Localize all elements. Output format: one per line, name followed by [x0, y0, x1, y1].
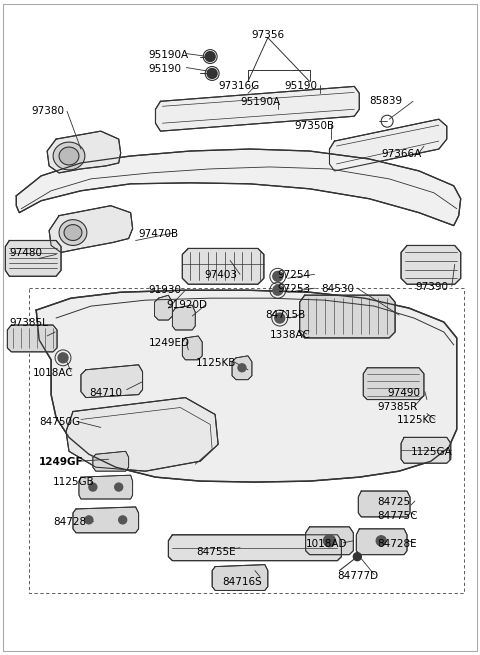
Polygon shape	[53, 142, 85, 170]
Text: 84777D: 84777D	[337, 571, 379, 580]
Polygon shape	[306, 527, 353, 555]
Polygon shape	[155, 295, 172, 320]
Text: 97366A: 97366A	[381, 149, 421, 159]
Text: 97316G: 97316G	[218, 81, 259, 92]
Polygon shape	[59, 147, 79, 165]
Polygon shape	[81, 365, 143, 398]
Text: 91930: 91930	[148, 285, 181, 295]
Text: 97385R: 97385R	[377, 402, 418, 411]
Text: 97390: 97390	[415, 282, 448, 292]
Polygon shape	[49, 206, 132, 252]
Text: 1125GB: 1125GB	[53, 477, 95, 487]
Polygon shape	[36, 290, 457, 482]
Text: 84775C: 84775C	[377, 511, 418, 521]
Circle shape	[89, 483, 97, 491]
Circle shape	[205, 52, 215, 62]
Text: 85839: 85839	[369, 96, 402, 106]
Text: 1125KB: 1125KB	[196, 358, 237, 368]
Polygon shape	[358, 491, 410, 517]
Text: 97490: 97490	[387, 388, 420, 398]
Circle shape	[207, 69, 217, 79]
Circle shape	[115, 483, 123, 491]
Text: 1018AC: 1018AC	[33, 367, 74, 378]
Polygon shape	[232, 356, 252, 380]
Polygon shape	[363, 367, 424, 400]
Polygon shape	[172, 305, 195, 330]
Polygon shape	[79, 475, 132, 499]
Text: 84750G: 84750G	[39, 417, 80, 428]
Polygon shape	[64, 225, 82, 240]
Text: 95190A: 95190A	[148, 50, 189, 60]
Text: 97480: 97480	[9, 248, 42, 259]
Text: 1249GF: 1249GF	[39, 457, 84, 467]
Polygon shape	[168, 534, 341, 561]
Text: 97385L: 97385L	[9, 318, 48, 328]
Circle shape	[238, 364, 246, 372]
Polygon shape	[93, 451, 129, 471]
Text: 84530: 84530	[322, 284, 355, 294]
Circle shape	[353, 553, 361, 561]
Text: 84715B: 84715B	[265, 310, 305, 320]
Polygon shape	[182, 336, 202, 360]
Text: 84725: 84725	[377, 497, 410, 507]
Polygon shape	[59, 219, 87, 246]
Text: 1338AC: 1338AC	[270, 330, 311, 340]
Polygon shape	[300, 295, 395, 338]
Circle shape	[273, 285, 283, 295]
Text: 1018AD: 1018AD	[306, 539, 347, 549]
Circle shape	[85, 516, 93, 524]
Text: 97470B: 97470B	[139, 229, 179, 238]
Text: 95190: 95190	[148, 64, 181, 73]
Polygon shape	[47, 131, 120, 173]
Text: 1125KC: 1125KC	[397, 415, 437, 426]
Polygon shape	[16, 149, 461, 225]
Text: 84710: 84710	[89, 388, 122, 398]
Text: 97253: 97253	[278, 284, 311, 294]
Circle shape	[273, 271, 283, 281]
Text: 84716S: 84716S	[222, 576, 262, 586]
Text: 97403: 97403	[204, 271, 237, 280]
Polygon shape	[182, 248, 264, 284]
Text: 95190: 95190	[285, 81, 318, 92]
Text: 97254: 97254	[278, 271, 311, 280]
Polygon shape	[73, 507, 139, 533]
Polygon shape	[5, 240, 61, 276]
Circle shape	[275, 313, 285, 323]
Circle shape	[58, 353, 68, 363]
Text: 84755E: 84755E	[196, 547, 236, 557]
Polygon shape	[7, 325, 57, 352]
Polygon shape	[356, 529, 407, 555]
Text: 97356: 97356	[251, 29, 285, 40]
Circle shape	[119, 516, 127, 524]
Polygon shape	[66, 398, 218, 471]
Text: 1249ED: 1249ED	[148, 338, 190, 348]
Polygon shape	[401, 438, 451, 463]
Polygon shape	[401, 246, 461, 284]
Text: 95190A: 95190A	[240, 98, 280, 107]
Polygon shape	[329, 119, 447, 171]
Text: 91920D: 91920D	[167, 300, 207, 310]
Circle shape	[376, 536, 386, 546]
Circle shape	[324, 534, 336, 547]
Text: 1125GA: 1125GA	[411, 447, 453, 457]
Polygon shape	[212, 565, 268, 590]
Text: 84728: 84728	[53, 517, 86, 527]
Text: 97350B: 97350B	[295, 121, 335, 131]
Text: 84728E: 84728E	[377, 539, 417, 549]
Polygon shape	[156, 86, 360, 131]
Text: 97380: 97380	[31, 106, 64, 117]
